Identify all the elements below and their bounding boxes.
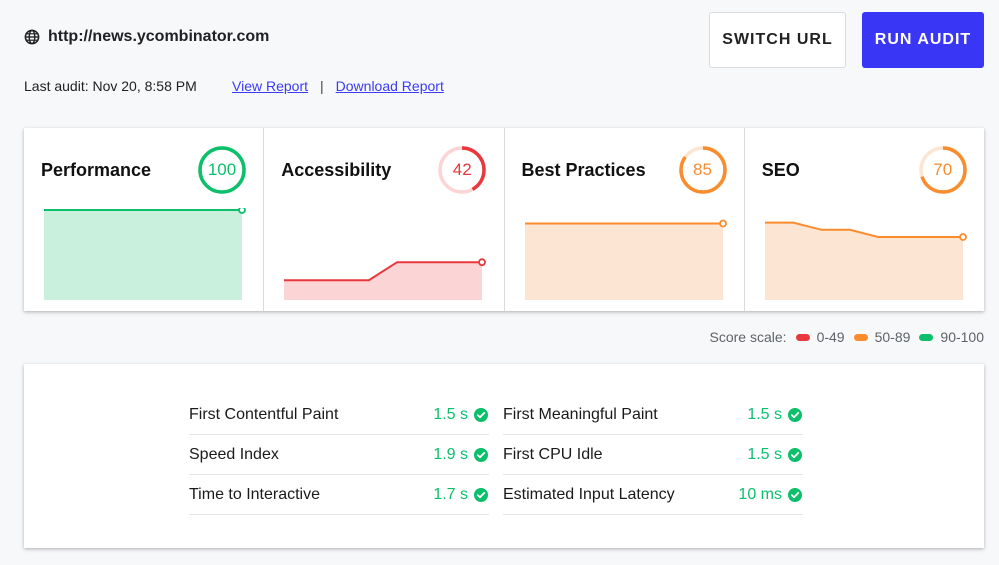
check-circle-icon (474, 447, 488, 462)
score-history-chart (44, 208, 246, 300)
scale-label: Score scale: (709, 329, 787, 345)
run-audit-button[interactable]: RUN AUDIT (862, 12, 984, 68)
score-history-chart (764, 221, 967, 300)
metric-label: Speed Index (189, 445, 279, 463)
card-best-practices[interactable]: Best Practices 85 (505, 128, 745, 311)
metric-row: Speed Index 1.9 s (189, 435, 489, 475)
scale-dot-fail (795, 333, 810, 341)
site-url: http://news.ycombinator.com (24, 28, 269, 46)
metrics-panel: First Contentful Paint 1.5 s First Meani… (24, 364, 984, 548)
metric-label: First Contentful Paint (189, 405, 339, 423)
url-text: http://news.ycombinator.com (48, 28, 270, 45)
last-audit-text: Last audit: Nov 20, 8:58 PM (24, 78, 197, 94)
score-gauge (678, 146, 727, 194)
scale-range-fail: 0-49 (816, 329, 845, 345)
card-title: SEO (761, 160, 800, 180)
check-circle-icon (474, 407, 488, 422)
metric-row: Estimated Input Latency 10 ms (503, 475, 803, 515)
metric-label: Time to Interactive (189, 485, 321, 503)
metric-row: First Contentful Paint 1.5 s (189, 395, 489, 435)
score-value: 70 (933, 160, 953, 179)
view-report-link[interactable]: View Report (232, 78, 309, 94)
card-performance[interactable]: Performance 100 (24, 128, 265, 311)
card-seo[interactable]: SEO 70 (745, 128, 984, 311)
globe-icon (24, 29, 40, 45)
metric-value: 1.5 s (433, 405, 468, 423)
metric-label: First Meaningful Paint (503, 405, 658, 423)
metric-value: 10 ms (738, 485, 782, 503)
metric-row: First Meaningful Paint 1.5 s (503, 395, 803, 435)
scale-range-pass: 90-100 (940, 329, 984, 345)
score-scale-legend: Score scale: 0-49 50-89 90-100 (710, 329, 984, 345)
card-title: Performance (41, 160, 152, 180)
link-separator: | (320, 78, 324, 94)
check-circle-icon (788, 407, 802, 422)
score-history-chart (284, 258, 487, 300)
metric-value: 1.9 s (433, 445, 468, 463)
card-title: Accessibility (281, 160, 392, 180)
card-title: Best Practices (521, 160, 646, 180)
scale-dot-pass (919, 333, 934, 341)
card-accessibility[interactable]: Accessibility 42 (264, 128, 505, 311)
metric-row: First CPU Idle 1.5 s (503, 435, 803, 475)
metric-value: 1.5 s (747, 405, 782, 423)
audit-meta: Last audit: Nov 20, 8:58 PM View Report … (24, 78, 444, 94)
score-value: 85 (693, 160, 712, 179)
category-cards: Performance 100 Accessibility 42 Best Pr… (24, 128, 984, 311)
metric-row: Time to Interactive 1.7 s (189, 475, 489, 515)
check-circle-icon (788, 487, 802, 502)
score-gauge (198, 146, 246, 194)
metric-value: 1.7 s (433, 485, 468, 503)
score-gauge (919, 146, 967, 194)
check-circle-icon (474, 487, 488, 502)
metric-value: 1.5 s (747, 445, 782, 463)
scale-range-average: 50-89 (874, 329, 911, 345)
metric-label: First CPU Idle (503, 445, 603, 463)
score-value: 100 (207, 160, 237, 179)
scale-dot-average (853, 333, 868, 341)
download-report-link[interactable]: Download Report (335, 78, 444, 94)
score-history-chart (524, 219, 727, 300)
check-circle-icon (788, 447, 802, 462)
metric-label: Estimated Input Latency (503, 485, 675, 503)
score-gauge (438, 146, 486, 194)
metrics-grid: First Contentful Paint 1.5 s First Meani… (189, 395, 803, 515)
score-value: 42 (452, 160, 472, 179)
switch-url-button[interactable]: SWITCH URL (709, 12, 846, 68)
